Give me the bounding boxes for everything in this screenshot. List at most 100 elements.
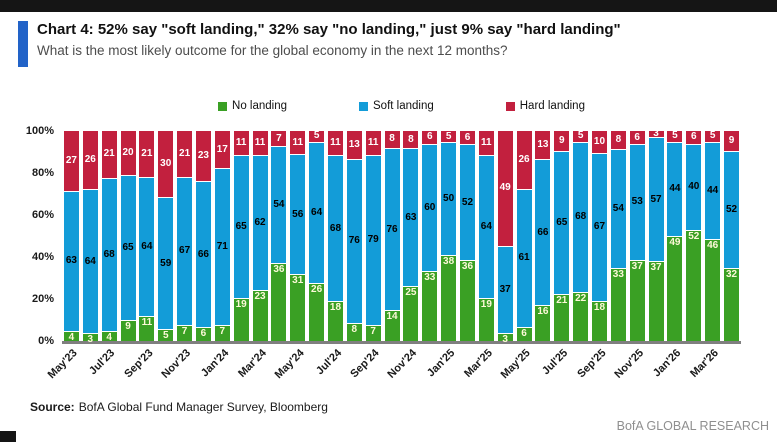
value-label: 32 — [725, 269, 738, 281]
segment-no-landing: 18 — [591, 300, 607, 341]
segment-no-landing: 3 — [82, 333, 98, 345]
stacked-bar: 26 64 3 — [82, 131, 98, 345]
stacked-bar: 6 53 37 — [629, 131, 645, 341]
segment-hard-landing: 21 — [177, 131, 193, 177]
value-label: 5 — [445, 130, 452, 142]
stacked-bar: 5 44 46 — [705, 131, 721, 342]
segment-soft-landing: 52 — [724, 151, 739, 269]
value-label: 67 — [179, 245, 191, 257]
x-tick: Mar'24 — [235, 347, 269, 380]
plot-area: 27 63 4 26 64 3 21 68 4 20 65 9 21 64 11 30 59 5 21 67 7 23 66… — [62, 128, 741, 345]
value-label: 6 — [464, 131, 471, 143]
bar-Feb'26: 6 40 52 — [684, 131, 703, 341]
bar-Nov'24: 8 63 25 — [401, 131, 420, 341]
bar-Feb'25: 6 52 36 — [458, 131, 477, 341]
legend-label-hard-landing: Hard landing — [519, 100, 585, 112]
value-label: 19 — [480, 298, 492, 310]
y-tick: 0% — [38, 335, 54, 347]
value-label: 26 — [84, 154, 96, 166]
value-label: 7 — [370, 326, 376, 337]
value-label: 6 — [691, 131, 697, 143]
segment-hard-landing: 11 — [252, 131, 268, 155]
title-block: Chart 4: 52% say "soft landing," 32% say… — [37, 21, 621, 67]
segment-soft-landing: 68 — [327, 154, 343, 302]
bar-Dec'24: 6 60 33 — [420, 131, 439, 341]
segment-soft-landing: 66 — [535, 159, 551, 305]
x-tick: May'25 — [498, 347, 533, 382]
segment-soft-landing: 76 — [384, 147, 400, 311]
segment-hard-landing: 9 — [724, 131, 739, 152]
segment-hard-landing: 5 — [573, 131, 589, 142]
segment-hard-landing: 6 — [686, 131, 702, 144]
x-tick: Jul'25 — [540, 347, 571, 378]
value-label: 8 — [408, 133, 414, 145]
segment-soft-landing: 60 — [422, 143, 438, 271]
segment-hard-landing: 11 — [478, 131, 494, 156]
stacked-bar: 5 68 22 — [573, 131, 589, 342]
stacked-bar: 8 63 25 — [403, 131, 419, 341]
x-tick: Nov'23 — [159, 347, 194, 381]
value-label: 64 — [141, 240, 153, 252]
x-tick: Jul'23 — [87, 347, 118, 378]
value-label: 5 — [672, 130, 678, 142]
stacked-bar: 11 68 18 — [327, 131, 343, 341]
segment-hard-landing: 9 — [554, 131, 570, 151]
brand-text: BofA GLOBAL RESEARCH — [616, 419, 769, 433]
segment-hard-landing: 13 — [346, 131, 362, 159]
stacked-bar: 20 65 9 — [120, 131, 136, 341]
segment-no-landing: 37 — [648, 260, 664, 342]
x-tick: Mar'25 — [462, 347, 495, 380]
legend: No landing Soft landing Hard landing — [62, 100, 741, 112]
value-label: 22 — [575, 292, 587, 304]
bar-Jan'24: 17 71 7 — [213, 131, 232, 341]
bar-Aug'23: 20 65 9 — [119, 131, 138, 341]
value-label: 71 — [216, 240, 228, 252]
segment-hard-landing: 5 — [441, 130, 457, 143]
value-label: 37 — [499, 283, 511, 295]
value-label: 62 — [254, 216, 266, 228]
bar-May'23: 27 63 4 — [62, 131, 81, 343]
stacked-bar: 5 44 49 — [667, 130, 683, 341]
segment-no-landing: 6 — [195, 326, 211, 341]
legend-item-hard-landing: Hard landing — [505, 100, 585, 112]
bar-Jul'24: 11 68 18 — [326, 131, 345, 341]
value-label: 76 — [386, 223, 398, 235]
value-label: 9 — [558, 134, 565, 146]
chart-title: Chart 4: 52% say "soft landing," 32% say… — [37, 21, 621, 38]
value-label: 3 — [653, 128, 659, 140]
value-label: 7 — [219, 325, 226, 337]
segment-no-landing: 6 — [516, 326, 532, 342]
segment-no-landing: 52 — [686, 229, 702, 341]
value-label: 65 — [556, 216, 568, 228]
value-label: 36 — [461, 261, 474, 273]
value-label: 4 — [106, 332, 112, 344]
stacked-bar: 9 52 32 — [724, 131, 739, 341]
stacked-bar: 11 65 19 — [233, 131, 249, 341]
segment-hard-landing: 21 — [101, 131, 117, 178]
stacked-bar: 11 64 19 — [478, 131, 494, 341]
segment-hard-landing: 23 — [195, 131, 211, 182]
x-tick: Sep'23 — [122, 347, 156, 381]
stacked-bar: 8 54 33 — [610, 131, 626, 341]
title-accent-bar — [18, 21, 28, 67]
bar-Aug'25: 5 68 22 — [571, 131, 590, 342]
value-label: 7 — [181, 325, 188, 337]
segment-hard-landing: 11 — [233, 131, 249, 156]
stacked-bar: 27 63 4 — [63, 131, 79, 343]
source-text: BofA Global Fund Manager Survey, Bloombe… — [78, 400, 328, 414]
value-label: 21 — [103, 148, 115, 160]
legend-label-soft-landing: Soft landing — [373, 100, 434, 112]
bar-Oct'25: 8 54 33 — [609, 131, 628, 341]
x-tick: Jan'24 — [198, 347, 231, 380]
value-label: 66 — [197, 248, 209, 260]
value-label: 11 — [235, 137, 247, 149]
value-label: 23 — [254, 291, 266, 303]
x-tick: Sep'24 — [348, 347, 382, 381]
segment-hard-landing: 5 — [309, 131, 325, 142]
segment-no-landing: 19 — [233, 298, 249, 341]
value-label: 66 — [537, 226, 549, 238]
value-label: 64 — [480, 221, 492, 233]
value-label: 44 — [669, 183, 681, 195]
value-label: 37 — [650, 261, 662, 273]
segment-soft-landing: 52 — [459, 144, 475, 261]
